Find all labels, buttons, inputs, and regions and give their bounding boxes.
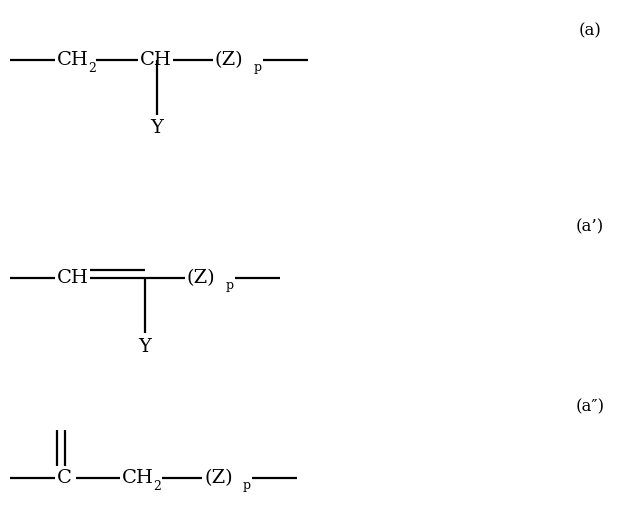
Text: (a): (a) xyxy=(579,22,602,39)
Text: CH: CH xyxy=(57,51,89,69)
Text: Y: Y xyxy=(151,119,163,137)
Text: p: p xyxy=(226,279,234,293)
Text: 2: 2 xyxy=(88,61,96,75)
Text: p: p xyxy=(254,61,262,75)
Text: CH: CH xyxy=(57,269,89,287)
Text: (a″): (a″) xyxy=(576,398,605,415)
Text: CH: CH xyxy=(122,469,154,487)
Text: (Z): (Z) xyxy=(215,51,244,69)
Text: CH: CH xyxy=(140,51,172,69)
Text: 2: 2 xyxy=(153,479,161,492)
Text: C: C xyxy=(57,469,72,487)
Text: p: p xyxy=(243,479,251,492)
Text: (a’): (a’) xyxy=(576,218,604,235)
Text: (Z): (Z) xyxy=(204,469,233,487)
Text: Y: Y xyxy=(139,338,151,356)
Text: (Z): (Z) xyxy=(187,269,216,287)
